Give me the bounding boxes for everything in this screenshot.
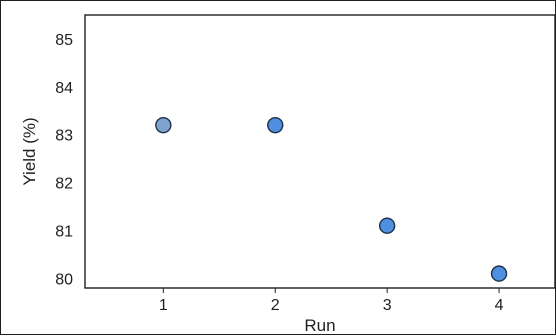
plot-area — [84, 14, 556, 289]
x-axis-title: Run — [304, 316, 335, 335]
y-axis-title: Yield (%) — [20, 117, 39, 185]
x-tick-label: 2 — [271, 297, 280, 314]
data-points — [155, 116, 508, 282]
x-tick-label: 1 — [159, 297, 168, 314]
y-tick-label: 84 — [55, 80, 73, 97]
data-point — [490, 265, 508, 282]
data-point — [155, 116, 172, 134]
x-axis-ticks: 1 2 3 4 — [159, 288, 504, 314]
y-axis-ticks: 80 81 82 83 84 85 — [55, 32, 73, 288]
data-point — [267, 116, 284, 134]
x-tick-label: 4 — [495, 297, 504, 314]
y-tick-label: 81 — [55, 224, 73, 241]
y-tick-label: 85 — [55, 32, 73, 49]
y-tick-label: 83 — [55, 128, 73, 145]
y-tick-label: 80 — [55, 271, 73, 288]
data-point — [378, 217, 396, 234]
x-tick-label: 3 — [383, 297, 392, 314]
y-tick-label: 82 — [55, 176, 73, 193]
